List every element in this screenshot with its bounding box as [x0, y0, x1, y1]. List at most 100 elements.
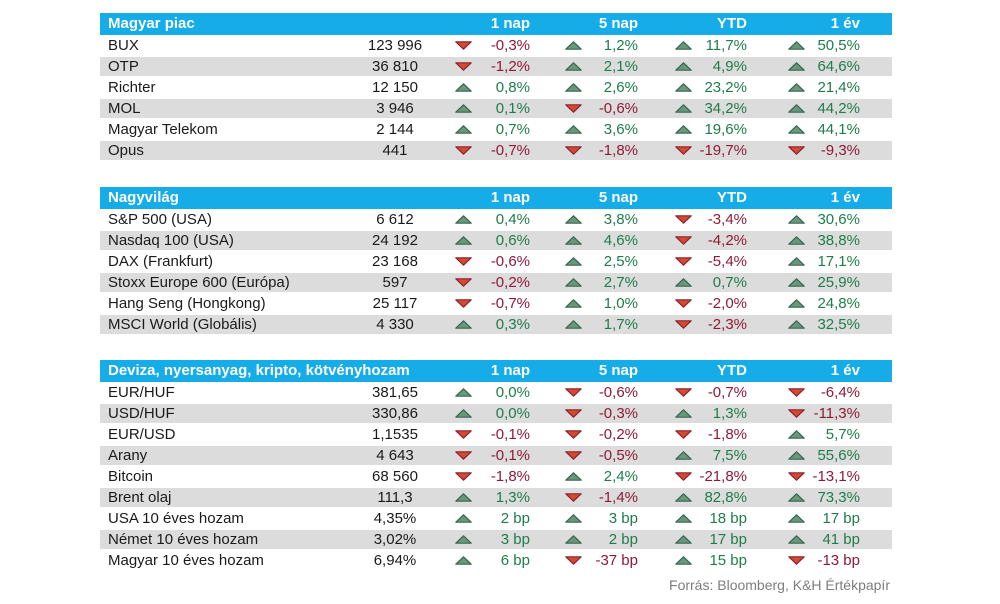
change-cell: -0,3% [530, 403, 638, 424]
table-1: Magyar piac 1 nap 5 nap YTD 1 év BUX 123 996 -0… [100, 0, 892, 161]
table-row: Richter 12 150 0,8% 2,6% 23,2% 21,4% [100, 77, 892, 98]
up-arrow-icon [788, 430, 805, 439]
up-arrow-icon [565, 472, 582, 481]
change-value: -1,2% [490, 58, 530, 75]
up-arrow-icon [675, 83, 692, 92]
change-value: 0,8% [495, 79, 530, 96]
row-name: DAX (Frankfurt) [108, 253, 214, 270]
change-cell: -13,1% [747, 466, 860, 487]
row-name: Német 10 éves hozam [108, 531, 259, 548]
down-arrow-icon [675, 472, 692, 481]
change-cell: 17 bp [638, 529, 747, 550]
down-arrow-icon [788, 388, 805, 397]
change-cell: -0,3% [450, 35, 530, 56]
up-arrow-icon [455, 556, 472, 565]
down-arrow-icon [675, 388, 692, 397]
change-cell: -1,8% [450, 466, 530, 487]
change-value: 1,2% [603, 37, 638, 54]
row-spacer [860, 77, 892, 98]
change-value: 3,8% [603, 211, 638, 228]
change-value: 19,6% [704, 121, 747, 138]
change-cell: 4,6% [530, 230, 638, 251]
down-arrow-icon [455, 41, 472, 50]
change-value: -9,3% [820, 142, 860, 159]
change-cell: -37 bp [530, 550, 638, 571]
change-value: 2 bp [608, 531, 638, 548]
row-name: S&P 500 (USA) [108, 211, 212, 228]
down-arrow-icon [455, 257, 472, 266]
table-row: Bitcoin 68 560 -1,8% 2,4% -21,8% -13,1% [100, 466, 892, 487]
change-cell: 1,3% [450, 487, 530, 508]
down-arrow-icon [565, 104, 582, 113]
table-row: Magyar 10 éves hozam 6,94% 6 bp -37 bp 15 bp… [100, 550, 892, 571]
up-arrow-icon [675, 104, 692, 113]
change-value: -0,2% [490, 274, 530, 291]
change-cell: -1,8% [638, 424, 747, 445]
change-value: -5,4% [707, 253, 747, 270]
down-arrow-icon [788, 409, 805, 418]
change-value: 18 bp [709, 510, 747, 527]
table-header-row: Deviza, nyersanyag, kripto, kötvényhozam… [100, 360, 892, 382]
change-cell: -1,2% [450, 56, 530, 77]
change-cell: 34,2% [638, 98, 747, 119]
table-row: Nasdaq 100 (USA) 24 192 0,6% 4,6% -4,2% 38,8% [100, 230, 892, 251]
down-arrow-icon [565, 430, 582, 439]
change-cell: -13 bp [747, 550, 860, 571]
change-cell: 2,7% [530, 272, 638, 293]
up-arrow-icon [788, 41, 805, 50]
column-header-1-év: 1 év [830, 15, 860, 32]
row-value: 381,65 [372, 384, 418, 401]
row-spacer [860, 314, 892, 335]
up-arrow-icon [565, 514, 582, 523]
down-arrow-icon [675, 320, 692, 329]
row-value: 68 560 [372, 468, 418, 485]
change-cell: -2,0% [638, 293, 747, 314]
row-name: MSCI World (Globális) [108, 316, 257, 333]
row-name: Bitcoin [108, 468, 154, 485]
up-arrow-icon [788, 514, 805, 523]
change-cell: 2 bp [450, 508, 530, 529]
row-name: EUR/HUF [108, 384, 175, 401]
change-value: 4,9% [712, 58, 747, 75]
change-value: 1,7% [603, 316, 638, 333]
row-value: 1,1535 [372, 426, 418, 443]
row-name: USD/HUF [108, 405, 175, 422]
change-value: -0,7% [490, 142, 530, 159]
change-value: 82,8% [704, 489, 747, 506]
change-cell: 3 bp [450, 529, 530, 550]
change-cell: 0,4% [450, 209, 530, 230]
table-title: Deviza, nyersanyag, kripto, kötvényhozam [108, 362, 410, 379]
change-value: 32,5% [817, 316, 860, 333]
change-value: 5,7% [825, 426, 860, 443]
change-cell: 0,3% [450, 314, 530, 335]
change-value: 23,2% [704, 79, 747, 96]
change-cell: 0,8% [450, 77, 530, 98]
row-value: 6,94% [373, 552, 417, 569]
row-value: 330,86 [372, 405, 418, 422]
row-value: 36 810 [372, 58, 418, 75]
change-value: 3 bp [608, 510, 638, 527]
change-cell: -19,7% [638, 140, 747, 161]
change-cell: 44,1% [747, 119, 860, 140]
change-value: -0,2% [598, 426, 638, 443]
change-value: 2,6% [603, 79, 638, 96]
down-arrow-icon [675, 257, 692, 266]
change-value: -0,1% [490, 426, 530, 443]
change-cell: 15 bp [638, 550, 747, 571]
column-header-1-év: 1 év [830, 189, 860, 206]
change-cell: -0,6% [450, 251, 530, 272]
change-cell: -4,2% [638, 230, 747, 251]
row-spacer [860, 550, 892, 571]
row-name: USA 10 éves hozam [108, 510, 244, 527]
table-row: MOL 3 946 0,1% -0,6% 34,2% 44,2% [100, 98, 892, 119]
row-spacer [860, 35, 892, 56]
row-spacer [860, 403, 892, 424]
change-cell: 0,7% [638, 272, 747, 293]
change-value: 64,6% [817, 58, 860, 75]
change-value: 0,1% [495, 100, 530, 117]
change-value: -4,2% [707, 232, 747, 249]
change-cell: 1,3% [638, 403, 747, 424]
up-arrow-icon [565, 62, 582, 71]
table-row: Brent olaj 111,3 1,3% -1,4% 82,8% 73,3% [100, 487, 892, 508]
change-value: 24,8% [817, 295, 860, 312]
